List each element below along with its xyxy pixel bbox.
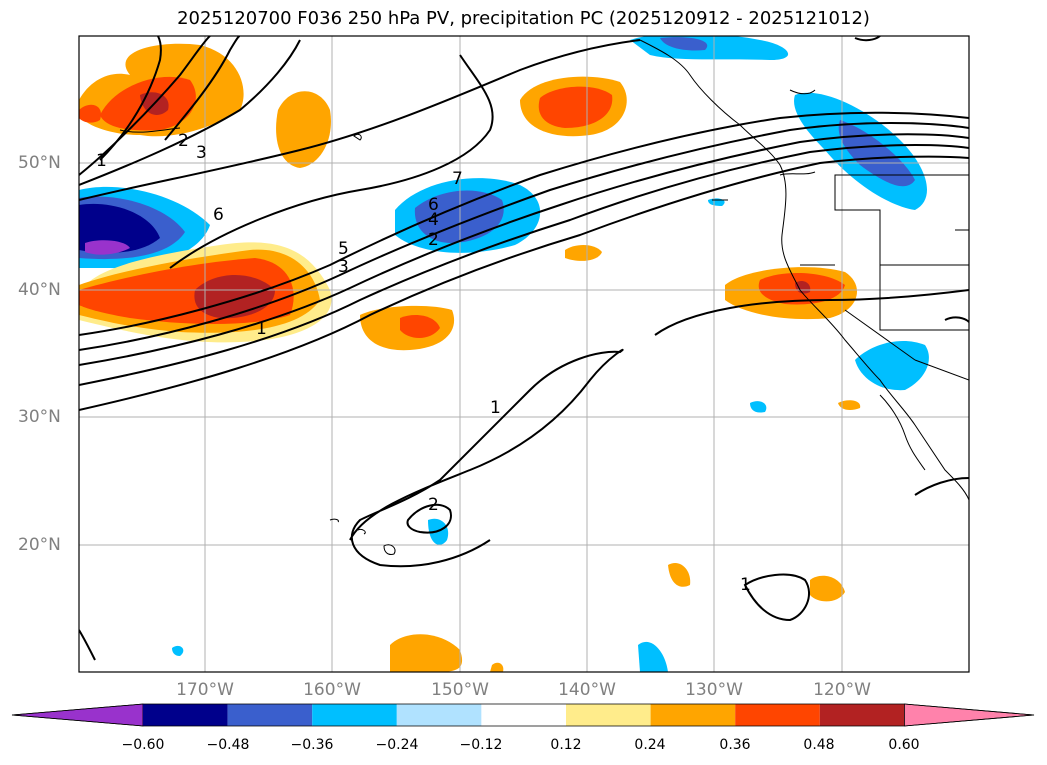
contour-label: 1 xyxy=(740,575,751,595)
colorbar-tick: −0.60 xyxy=(121,737,165,753)
colorbar-tick: −0.24 xyxy=(375,737,419,753)
colorbar-tick: −0.36 xyxy=(290,737,334,753)
contour-label: 2 xyxy=(428,495,439,515)
colorbar-segment xyxy=(312,704,397,726)
colorbar-segment xyxy=(227,704,313,726)
contour-label: 6 xyxy=(213,205,224,225)
map-title: 2025120700 F036 250 hPa PV, precipitatio… xyxy=(177,8,870,29)
negative-anomaly-fields xyxy=(79,36,929,672)
coastlines xyxy=(119,39,969,555)
colorbar-extend-min xyxy=(11,703,144,727)
contour-labels: 1 2 3 4 5 6 7 6 1 2 1 2 1 3 xyxy=(96,131,751,595)
lon-label-120w: 120°W xyxy=(813,680,871,700)
colorbar-tick: 0.36 xyxy=(719,737,751,753)
colorbar-tick: 0.48 xyxy=(803,737,835,753)
contour-label: 4 xyxy=(428,210,439,230)
map-frame xyxy=(78,35,970,673)
colorbar-tick: −0.48 xyxy=(206,737,250,753)
colorbar-tick: 0.60 xyxy=(888,737,920,753)
lon-label-140w: 140°W xyxy=(558,680,616,700)
colorbar-extend-max xyxy=(904,703,1035,727)
lon-label-170w: 170°W xyxy=(176,680,234,700)
lat-label-30n: 30°N xyxy=(18,407,61,427)
contour-label: 7 xyxy=(452,169,463,189)
contour-label: 5 xyxy=(338,239,349,259)
colorbar-segment xyxy=(819,704,905,726)
contour-label: 1 xyxy=(256,319,267,339)
contour-label: 3 xyxy=(196,143,207,163)
colorbar-tick: 0.12 xyxy=(550,737,582,753)
contour-label: 6 xyxy=(428,195,439,215)
lat-label-50n: 50°N xyxy=(18,153,61,173)
contour-label: 1 xyxy=(490,398,501,418)
colorbar-tick: −0.12 xyxy=(459,737,503,753)
contour-label: 2 xyxy=(178,131,189,151)
lat-label-20n: 20°N xyxy=(18,535,61,555)
colorbar-segment xyxy=(481,704,566,726)
colorbar-tick: 0.24 xyxy=(634,737,666,753)
contour-label: 1 xyxy=(96,151,107,171)
colorbar-segment xyxy=(566,704,651,726)
colorbar-segment xyxy=(396,704,482,726)
contour-label: 2 xyxy=(428,230,439,250)
colorbar xyxy=(11,703,1035,727)
colorbar-outline xyxy=(11,703,1035,727)
lon-label-160w: 160°W xyxy=(303,680,361,700)
colorbar-segment xyxy=(735,704,820,726)
colorbar-segment xyxy=(650,704,736,726)
lon-label-130w: 130°W xyxy=(685,680,743,700)
pv-contours xyxy=(79,36,969,661)
colorbar-segment xyxy=(143,704,228,726)
contour-label: 3 xyxy=(338,257,349,277)
lon-label-150w: 150°W xyxy=(431,680,489,700)
lat-label-40n: 40°N xyxy=(18,280,61,300)
